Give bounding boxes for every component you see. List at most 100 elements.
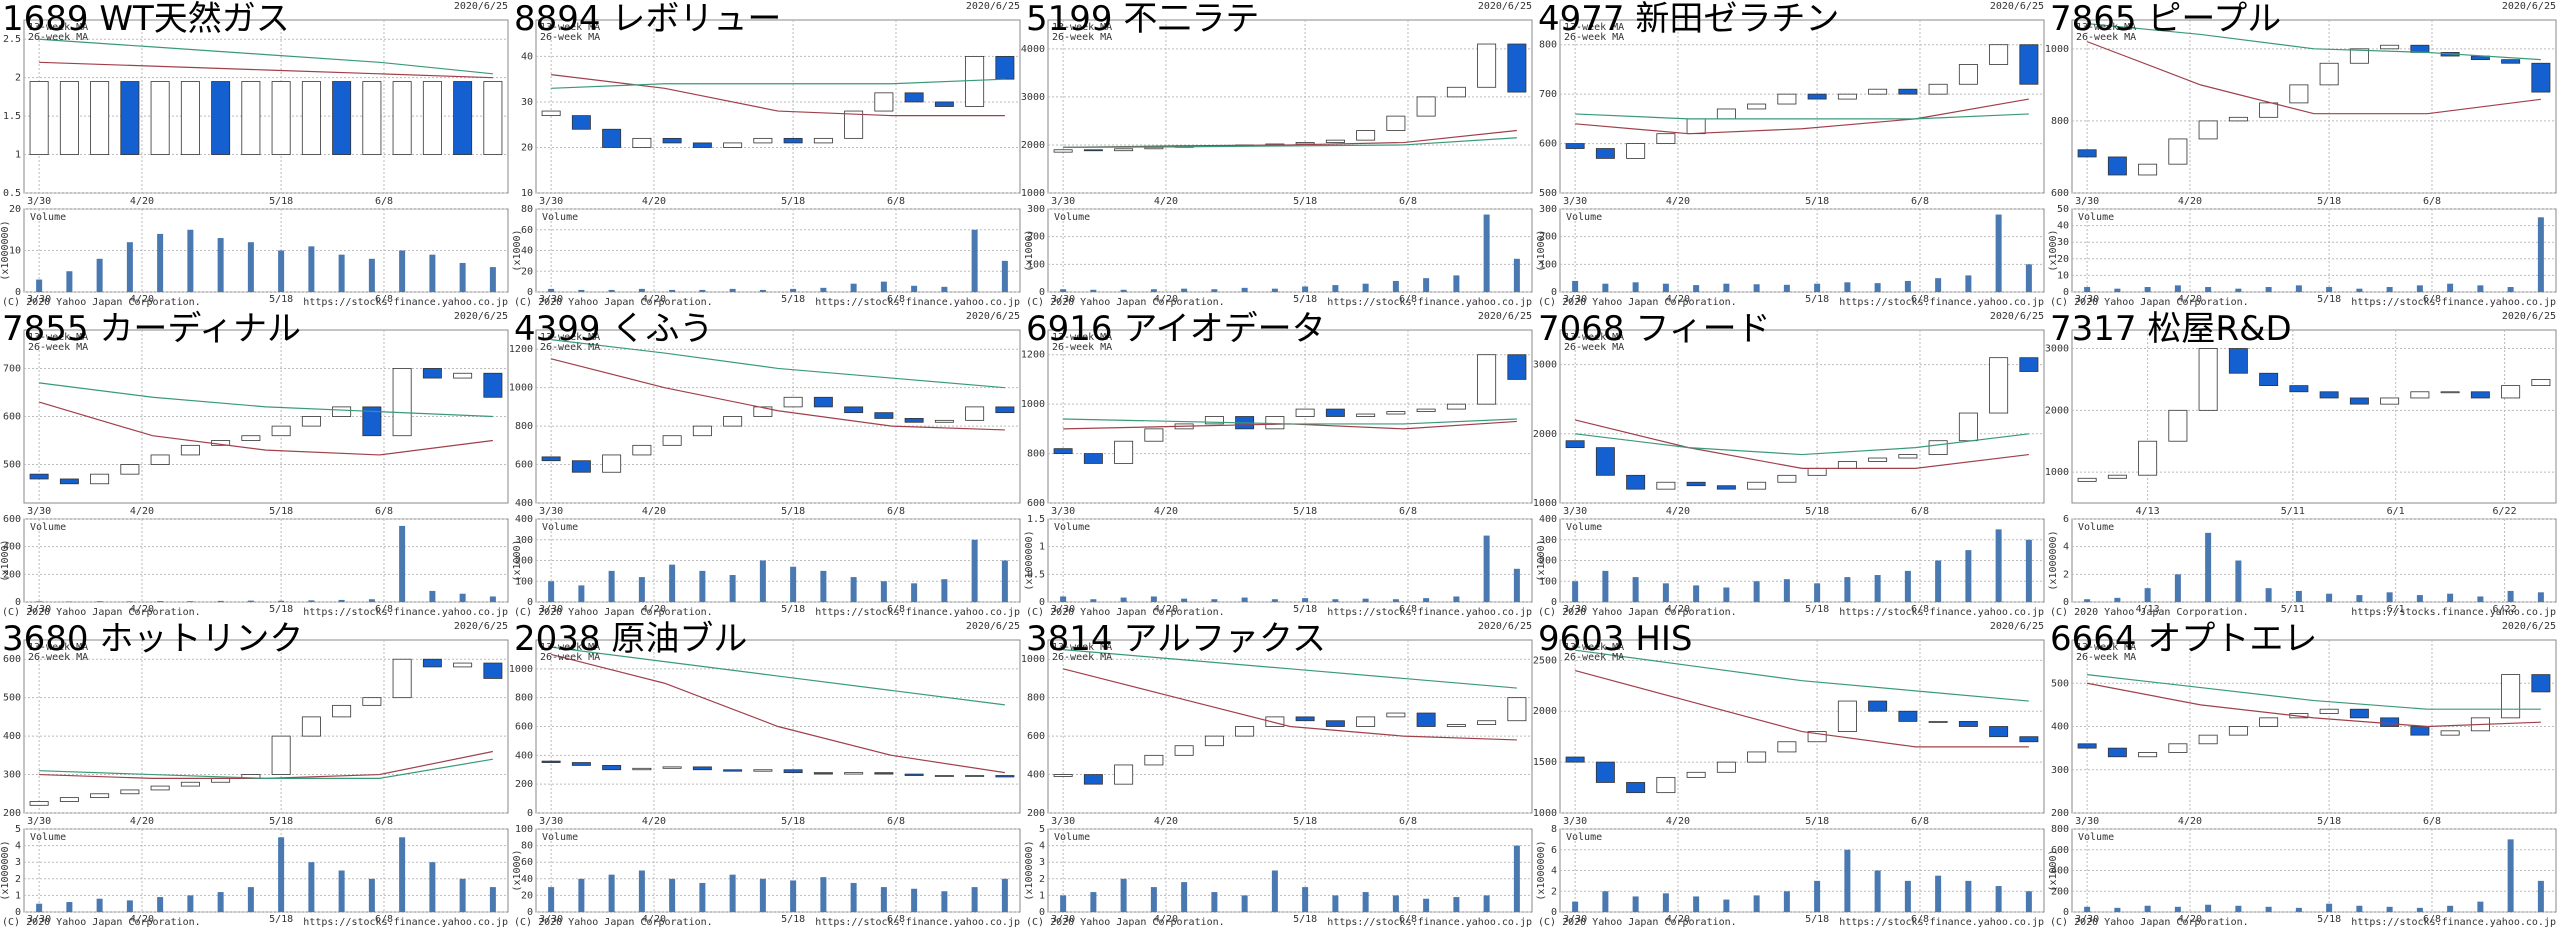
x-tick-label: 3/30 — [1051, 196, 1075, 207]
y-tick-label: 200 — [3, 569, 21, 580]
candle — [1595, 148, 1615, 159]
volume-bar — [187, 895, 194, 912]
y-tick-label: 20 — [521, 266, 533, 277]
candle — [2289, 385, 2309, 393]
legend-entry: 26-week MA — [540, 32, 600, 43]
volume-bar — [2114, 907, 2121, 912]
candle — [453, 372, 473, 379]
candle — [1204, 416, 1224, 425]
candle — [392, 81, 412, 155]
legend-entry: Volume — [2078, 212, 2114, 223]
x-tick-label: 3/30 — [539, 294, 563, 305]
y-tick-label: 1500 — [1533, 757, 1557, 768]
x-tick-label: 3/30 — [1051, 914, 1075, 925]
y-tick-label: 2 — [2063, 569, 2069, 580]
copyright: (C) 2020 Yahoo Japan Corporation. — [1026, 607, 1225, 618]
volume-bar — [2144, 588, 2151, 602]
candle — [1747, 103, 1767, 110]
y-tick-label: 6 — [2063, 514, 2069, 525]
volume-bar — [1723, 587, 1730, 602]
volume-bar — [399, 250, 406, 292]
moving-average — [551, 74, 1005, 117]
volume-bar — [2537, 880, 2544, 912]
volume-bar — [1844, 282, 1851, 292]
source-url: https://stocks.finance.yahoo.co.jp — [815, 297, 1020, 308]
candle — [602, 128, 622, 148]
volume-bar — [187, 601, 194, 602]
x-tick-label: 5/18 — [781, 914, 805, 925]
candle — [1716, 108, 1736, 120]
legend-entry: 26-week MA — [28, 342, 88, 353]
candle — [301, 81, 321, 155]
candle — [1565, 143, 1585, 149]
candle — [1626, 782, 1646, 794]
candle — [1114, 440, 1134, 464]
volume-bar — [2295, 285, 2302, 292]
x-tick-label: 6/8 — [375, 604, 393, 615]
volume-bar — [1362, 283, 1369, 292]
y-tick-label: 30 — [521, 97, 533, 108]
legend-entry: Volume — [542, 522, 578, 533]
y-tick-label: 600 — [2051, 188, 2069, 199]
volume-bar — [2326, 593, 2333, 602]
candle — [1565, 756, 1585, 763]
volume-bar — [1935, 560, 1942, 602]
candle — [813, 396, 833, 408]
volume-bar — [2416, 285, 2423, 292]
x-tick-label: 6/8 — [887, 604, 905, 615]
x-tick-label: 3/30 — [1563, 196, 1587, 207]
y-tick-label: 4 — [15, 841, 21, 852]
volume-bar — [729, 575, 736, 602]
source-url: https://stocks.finance.yahoo.co.jp — [2351, 607, 2556, 618]
volume-frame — [1047, 828, 1533, 913]
volume-bar — [2084, 906, 2091, 912]
candle — [783, 396, 803, 408]
x-tick-label: 3/30 — [1563, 506, 1587, 517]
candle — [844, 406, 864, 414]
y-tick-label: 0 — [1039, 597, 1045, 608]
stock-title: 5199 不二ラテ — [1026, 0, 1259, 39]
candle — [1083, 453, 1103, 464]
volume-bar — [2144, 905, 2151, 912]
volume-bar — [1453, 596, 1460, 602]
x-tick-label: 5/18 — [2317, 196, 2341, 207]
chart-date: 2020/6/25 — [2502, 1, 2556, 12]
copyright: (C) 2020 Yahoo Japan Corporation. — [2, 917, 201, 928]
candle — [2168, 409, 2188, 442]
y-tick-label: 20 — [521, 142, 533, 153]
x-tick-label: 3/30 — [27, 914, 51, 925]
volume-bar — [278, 250, 285, 292]
volume-bar — [1814, 880, 1821, 912]
volume-bar — [126, 900, 133, 912]
y-tick-label: 600 — [3, 412, 21, 423]
source-url: https://stocks.finance.yahoo.co.jp — [1327, 917, 1532, 928]
y-tick-label: 600 — [2051, 845, 2069, 856]
volume-bar — [638, 288, 645, 292]
y-tick-label: 2 — [1039, 874, 1045, 885]
candle — [1868, 700, 1888, 712]
candle — [1595, 761, 1615, 783]
x-tick-label: 6/8 — [1911, 506, 1929, 517]
x-tick-label: 4/20 — [2178, 196, 2202, 207]
moving-average — [1575, 649, 2029, 702]
y-tick-label: 1 — [15, 890, 21, 901]
x-tick-label: 4/20 — [1154, 196, 1178, 207]
candle — [1837, 93, 1857, 100]
y-tick-label: 1 — [1039, 542, 1045, 553]
volume-bar — [1874, 575, 1881, 602]
candle — [1265, 416, 1285, 430]
volume-bar — [2114, 597, 2121, 602]
y-tick-label: 200 — [2051, 808, 2069, 819]
y-tick-label: 80 — [521, 204, 533, 215]
x-tick-label: 3/30 — [1563, 914, 1587, 925]
chart-date: 2020/6/25 — [1478, 311, 1532, 322]
volume-bar — [1814, 283, 1821, 292]
y-tick-label: 0 — [1551, 287, 1557, 298]
candle — [1477, 354, 1497, 405]
volume-bar — [2025, 891, 2032, 912]
y-tick-label: 2000 — [1021, 140, 1045, 151]
x-tick-label: 3/30 — [539, 914, 563, 925]
candle — [2077, 743, 2097, 749]
legend-entry: Volume — [1054, 522, 1090, 533]
